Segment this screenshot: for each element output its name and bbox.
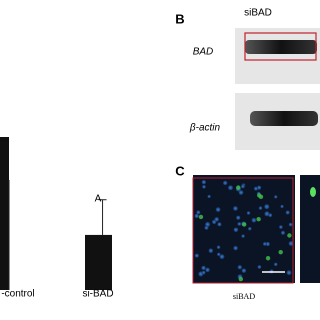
nucleus bbox=[257, 265, 262, 269]
nucleus bbox=[214, 217, 219, 222]
nucleus bbox=[233, 245, 238, 251]
row-label: β-actin bbox=[189, 123, 221, 134]
blot bbox=[235, 28, 320, 84]
cell-signal bbox=[265, 256, 271, 261]
nucleus bbox=[274, 262, 278, 267]
nucleus bbox=[201, 270, 206, 275]
nucleus bbox=[253, 186, 258, 191]
nucleus bbox=[246, 211, 251, 215]
nucleus bbox=[240, 184, 245, 189]
nucleus bbox=[228, 185, 233, 191]
nucleus bbox=[264, 211, 270, 217]
nucleus bbox=[216, 252, 221, 257]
nucleus bbox=[241, 234, 245, 238]
nucleus bbox=[280, 230, 286, 235]
nucleus bbox=[233, 206, 238, 211]
nucleus bbox=[265, 241, 270, 247]
nucleus bbox=[205, 267, 210, 273]
micrograph bbox=[300, 175, 320, 283]
nucleus bbox=[274, 195, 278, 199]
cell-signal bbox=[238, 276, 244, 282]
nucleus bbox=[201, 179, 206, 185]
cell-signal bbox=[256, 216, 261, 222]
nucleus bbox=[207, 194, 211, 199]
cell-signal bbox=[278, 249, 283, 255]
nucleus bbox=[208, 248, 214, 254]
cell-signal bbox=[242, 222, 247, 227]
nucleus bbox=[279, 225, 283, 229]
nucleus bbox=[286, 270, 292, 276]
nucleus bbox=[288, 241, 294, 246]
nucleus bbox=[194, 213, 199, 219]
image-label: siBAD bbox=[233, 292, 255, 301]
nucleus bbox=[241, 268, 247, 273]
nucleus bbox=[233, 227, 239, 233]
bar bbox=[0, 137, 9, 290]
nucleus bbox=[236, 215, 241, 220]
nucleus bbox=[238, 190, 244, 195]
x-tick-label: -control bbox=[1, 289, 34, 300]
nucleus bbox=[215, 207, 221, 212]
bar bbox=[85, 234, 112, 290]
blot-band bbox=[250, 111, 318, 126]
nucleus bbox=[257, 185, 262, 190]
nucleus bbox=[222, 180, 228, 186]
nucleus bbox=[258, 206, 263, 210]
nucleus bbox=[201, 265, 206, 271]
highlight-box bbox=[244, 32, 317, 61]
highlight-box bbox=[192, 177, 294, 284]
cell-signal bbox=[287, 233, 292, 238]
nucleus bbox=[202, 185, 206, 189]
cell-signal bbox=[258, 194, 264, 200]
nucleus bbox=[237, 265, 242, 270]
nucleus bbox=[217, 222, 222, 227]
nucleus bbox=[204, 225, 209, 230]
nucleus bbox=[251, 217, 257, 223]
nucleus bbox=[194, 253, 199, 258]
cell-signal bbox=[310, 187, 316, 197]
row-label: BAD bbox=[193, 47, 214, 58]
panel-label: B bbox=[175, 11, 184, 26]
column-label: siBAD bbox=[244, 8, 272, 19]
nucleus bbox=[248, 226, 252, 231]
cell-signal bbox=[236, 185, 241, 190]
nucleus bbox=[196, 210, 201, 215]
nucleus bbox=[219, 254, 225, 260]
nucleus bbox=[264, 204, 270, 210]
annotation: A bbox=[95, 194, 102, 205]
blot-band bbox=[245, 40, 317, 54]
x-tick-label: si-BAD bbox=[82, 289, 113, 300]
nucleus bbox=[216, 245, 221, 249]
nucleus bbox=[285, 210, 290, 215]
panel-label: C bbox=[175, 163, 185, 178]
nucleus bbox=[288, 222, 293, 227]
nucleus bbox=[237, 222, 242, 226]
nucleus bbox=[280, 204, 284, 209]
nucleus bbox=[262, 242, 267, 246]
cell-signal bbox=[198, 214, 204, 220]
nucleus bbox=[205, 221, 211, 227]
micrograph bbox=[193, 175, 295, 283]
